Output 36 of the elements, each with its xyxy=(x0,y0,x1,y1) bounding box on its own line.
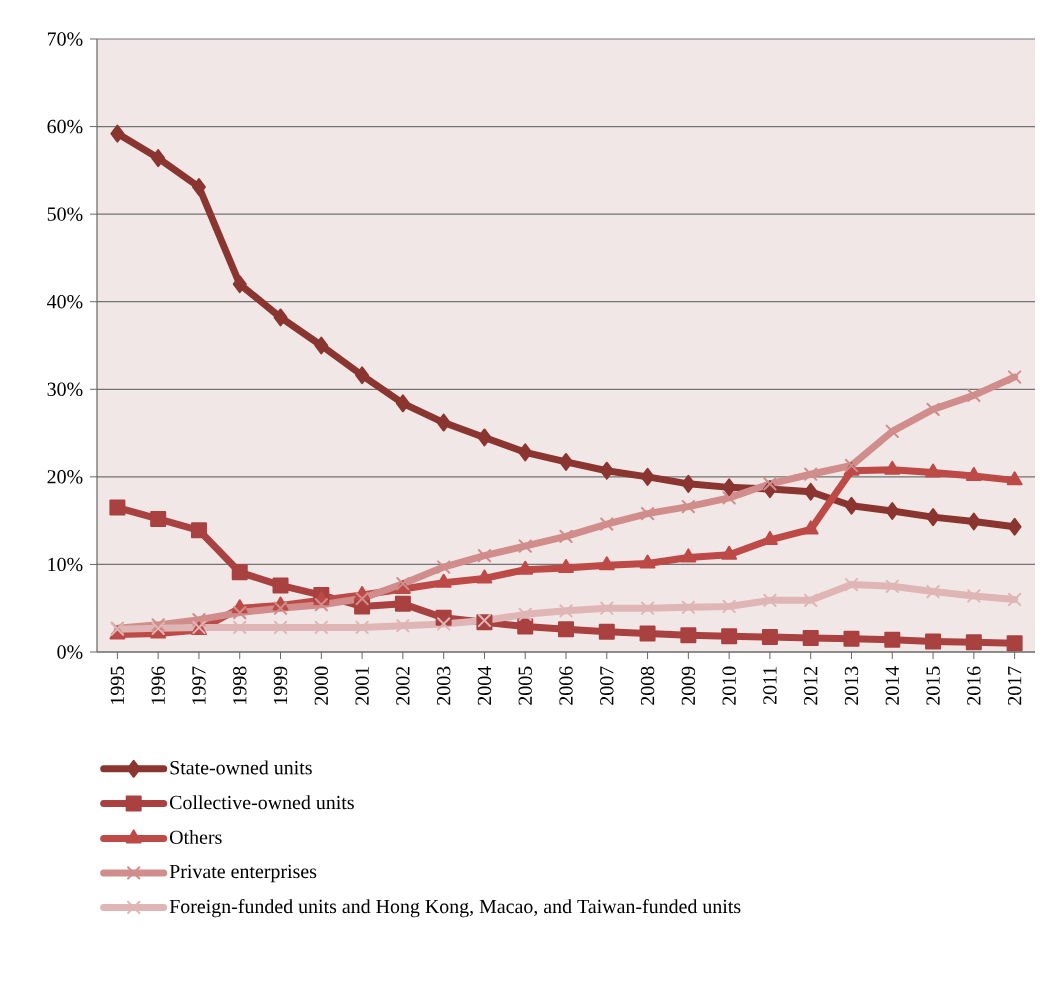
x-tick-label: 2017 xyxy=(1007,666,1022,705)
legend-label: Private enterprises xyxy=(169,864,317,883)
x-tick-label: 1998 xyxy=(233,666,247,704)
x-tick-label: 2001 xyxy=(355,667,369,705)
x-tick-label: 2003 xyxy=(436,666,451,705)
x-tick-label: 2006 xyxy=(559,666,573,705)
y-tick-label: 30% xyxy=(47,382,83,397)
x-tick-label: 1995 xyxy=(110,666,125,704)
x-tick-label: 2007 xyxy=(600,666,614,705)
x-tick-label: 2000 xyxy=(314,666,329,705)
x-tick-label: 2014 xyxy=(885,666,899,705)
x-tick-label: 2002 xyxy=(396,666,410,705)
x-tick-label: 2010 xyxy=(722,666,736,705)
y-tick-label: 50% xyxy=(47,207,83,221)
legend-label: Foreign-funded units and Hong Kong, Macao, and Taiwan-funded units xyxy=(169,898,741,918)
legend-label: State-owned units xyxy=(170,760,312,775)
x-tick-label: 2011 xyxy=(763,667,777,705)
y-tick-label: 40% xyxy=(47,294,83,309)
x-tick-label: 1999 xyxy=(273,666,288,704)
x-tick-label: 2008 xyxy=(640,666,655,705)
x-tick-label: 1997 xyxy=(192,666,206,704)
legend-label: Others xyxy=(169,829,222,844)
y-tick-label: 0% xyxy=(57,645,83,659)
x-tick-label: 2013 xyxy=(844,666,859,705)
legend-label: Collective-owned units xyxy=(169,795,354,810)
x-tick-label: 2016 xyxy=(967,666,981,705)
y-tick-label: 20% xyxy=(47,470,83,484)
x-tick-label: 2012 xyxy=(803,666,818,705)
y-tick-label: 60% xyxy=(47,119,83,134)
y-tick-label: 70% xyxy=(47,32,83,46)
x-tick-label: 2015 xyxy=(926,666,940,705)
x-tick-label: 2009 xyxy=(681,666,696,705)
x-tick-label: 1996 xyxy=(151,666,165,704)
x-tick-label: 2005 xyxy=(518,666,532,705)
y-tick-label: 10% xyxy=(48,557,83,572)
x-tick-label: 2004 xyxy=(477,666,492,705)
